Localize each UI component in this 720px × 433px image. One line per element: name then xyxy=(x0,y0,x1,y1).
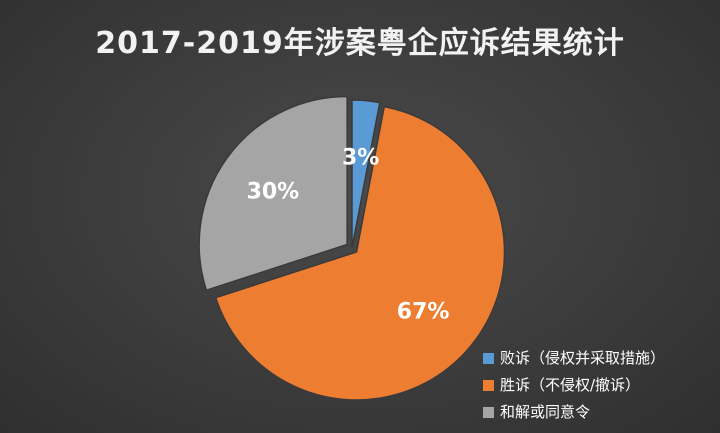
legend-item-settle: 和解或同意令 xyxy=(483,399,665,426)
pie-label-settle: 30% xyxy=(247,180,300,205)
legend-item-loss: 败诉（侵权并采取措施） xyxy=(483,345,665,372)
legend: 败诉（侵权并采取措施） 胜诉（不侵权/撤诉） 和解或同意令 xyxy=(483,345,665,426)
pie-slices xyxy=(198,95,506,401)
legend-swatch-win xyxy=(483,380,494,391)
pie-label-win: 67% xyxy=(397,300,450,325)
pie-label-loss: 3% xyxy=(342,146,379,171)
legend-label-win: 胜诉（不侵权/撤诉） xyxy=(500,376,641,394)
legend-label-settle: 和解或同意令 xyxy=(500,403,591,421)
legend-swatch-loss xyxy=(483,353,494,364)
pie-slice-settle xyxy=(198,95,348,292)
legend-label-loss: 败诉（侵权并采取措施） xyxy=(500,349,666,367)
legend-item-win: 胜诉（不侵权/撤诉） xyxy=(483,372,665,399)
chart-title: 2017-2019年涉案粤企应诉结果统计 xyxy=(95,26,625,61)
legend-swatch-settle xyxy=(483,407,494,418)
pie-slice-win xyxy=(214,105,506,401)
pie-slice-loss xyxy=(351,99,381,249)
pie-labels: 3% 67% 30% xyxy=(247,146,450,325)
